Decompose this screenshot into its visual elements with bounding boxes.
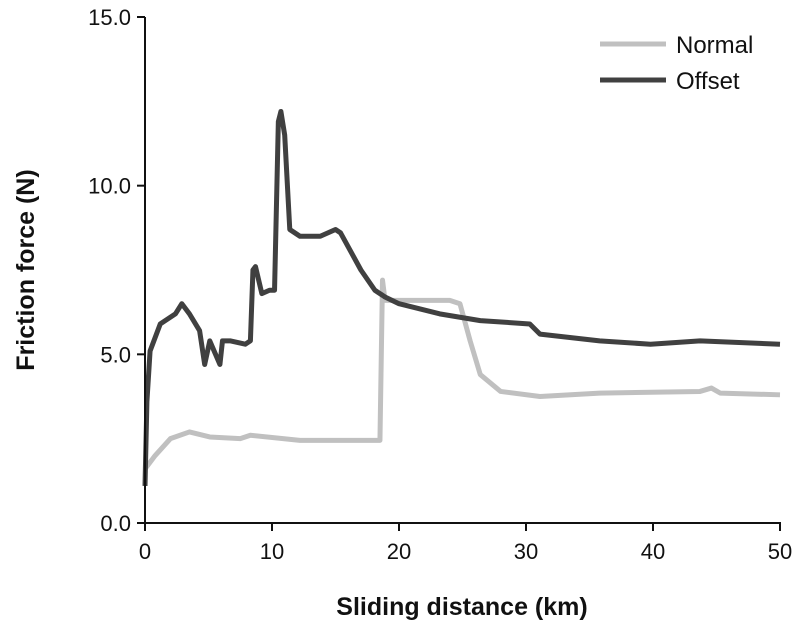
x-tick-label: 10 [260, 539, 284, 564]
y-tick-label: 15.0 [88, 5, 131, 30]
ticks: 0 10 20 30 40 50 0.0 5.0 10.0 15.0 [88, 5, 792, 564]
legend-label-offset: Offset [676, 68, 740, 95]
x-tick-label: 20 [387, 539, 411, 564]
legend-label-normal: Normal [676, 32, 753, 59]
y-axis-label: Friction force (N) [12, 169, 40, 370]
series-line-normal [143, 277, 781, 471]
y-tick-label: 0.0 [100, 511, 131, 536]
y-tick-label: 5.0 [100, 342, 131, 367]
x-tick-label: 50 [768, 539, 792, 564]
x-axis-label: Sliding distance (km) [336, 593, 587, 621]
legend: Normal Offset [600, 32, 753, 95]
x-tick-label: 0 [139, 539, 151, 564]
series-line-offset [142, 108, 781, 486]
x-tick-label: 40 [641, 539, 665, 564]
x-tick-label: 30 [514, 539, 538, 564]
y-tick-label: 10.0 [88, 174, 131, 199]
series-layer [142, 108, 781, 486]
